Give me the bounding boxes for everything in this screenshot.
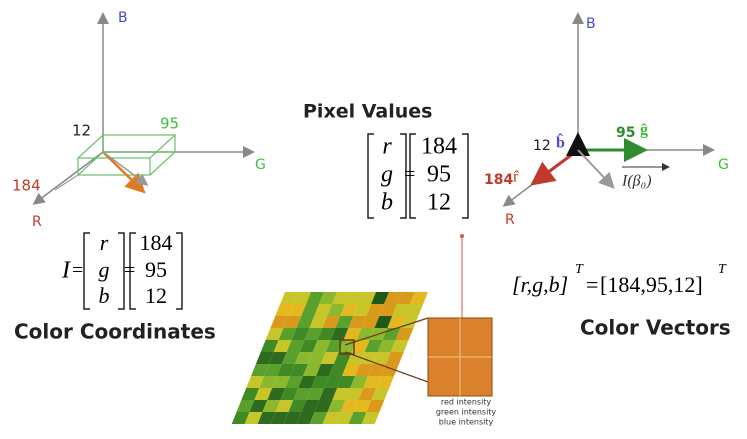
pixel-image — [232, 292, 428, 424]
pointer-dot — [460, 234, 464, 238]
legend-text: red intensity — [441, 398, 492, 407]
axis-label: B — [586, 16, 596, 32]
equals: = — [124, 260, 135, 282]
equals: = — [404, 164, 415, 186]
value-label: 184 — [12, 177, 41, 195]
equals: = — [586, 272, 598, 297]
title: Pixel Values — [303, 101, 432, 123]
legend-text: blue intensity — [439, 418, 494, 427]
axis-label: G — [255, 157, 266, 173]
unit-symbol: r̂ — [513, 169, 520, 186]
caption: Color Coordinates — [14, 320, 216, 344]
legend-text: green intensity — [436, 408, 497, 417]
component-value: 95 — [616, 125, 635, 141]
diagram: B G R 12 95 184 I = = r g b 184 95 12 Co… — [0, 0, 747, 439]
unit-vector-r — [535, 150, 578, 182]
equation-sup: T — [575, 262, 584, 277]
vector-entry: r — [100, 230, 109, 255]
vector-entry: b — [99, 283, 110, 308]
vector-entry: b — [381, 190, 393, 216]
color-vector — [578, 150, 612, 186]
caption: Color Vectors — [580, 316, 731, 340]
vector-value: 95 — [427, 162, 451, 188]
component-value: 184 — [484, 172, 513, 188]
axis-label: B — [118, 10, 128, 26]
axis-label: R — [32, 214, 42, 230]
component-value: 12 — [533, 138, 551, 154]
vector-entry: g — [99, 257, 110, 282]
axis-label: G — [718, 157, 729, 173]
value-label: 12 — [72, 122, 91, 140]
unit-symbol: b̂ — [556, 133, 565, 152]
vector-value: 184 — [140, 230, 173, 255]
equation-symbol: I — [61, 258, 71, 284]
vector-label: I(β₀) — [621, 173, 652, 190]
axis-label: R — [505, 212, 515, 228]
vector-value: 12 — [145, 283, 167, 308]
equation-rhs: [184,95,12] — [600, 272, 703, 297]
vector-value: 184 — [421, 134, 457, 160]
vector-entry: g — [381, 162, 393, 188]
right-axes — [505, 15, 712, 205]
equation-sup: T — [718, 262, 727, 277]
vector-value: 12 — [427, 190, 451, 216]
vector-value: 95 — [145, 257, 167, 282]
vector-entry: r — [382, 134, 392, 160]
color-vector-shadow — [103, 152, 146, 184]
equals: = — [72, 260, 83, 282]
equation-lhs: [r,g,b] — [512, 272, 568, 297]
unit-symbol: ĝ — [640, 122, 648, 139]
value-label: 95 — [160, 115, 179, 133]
